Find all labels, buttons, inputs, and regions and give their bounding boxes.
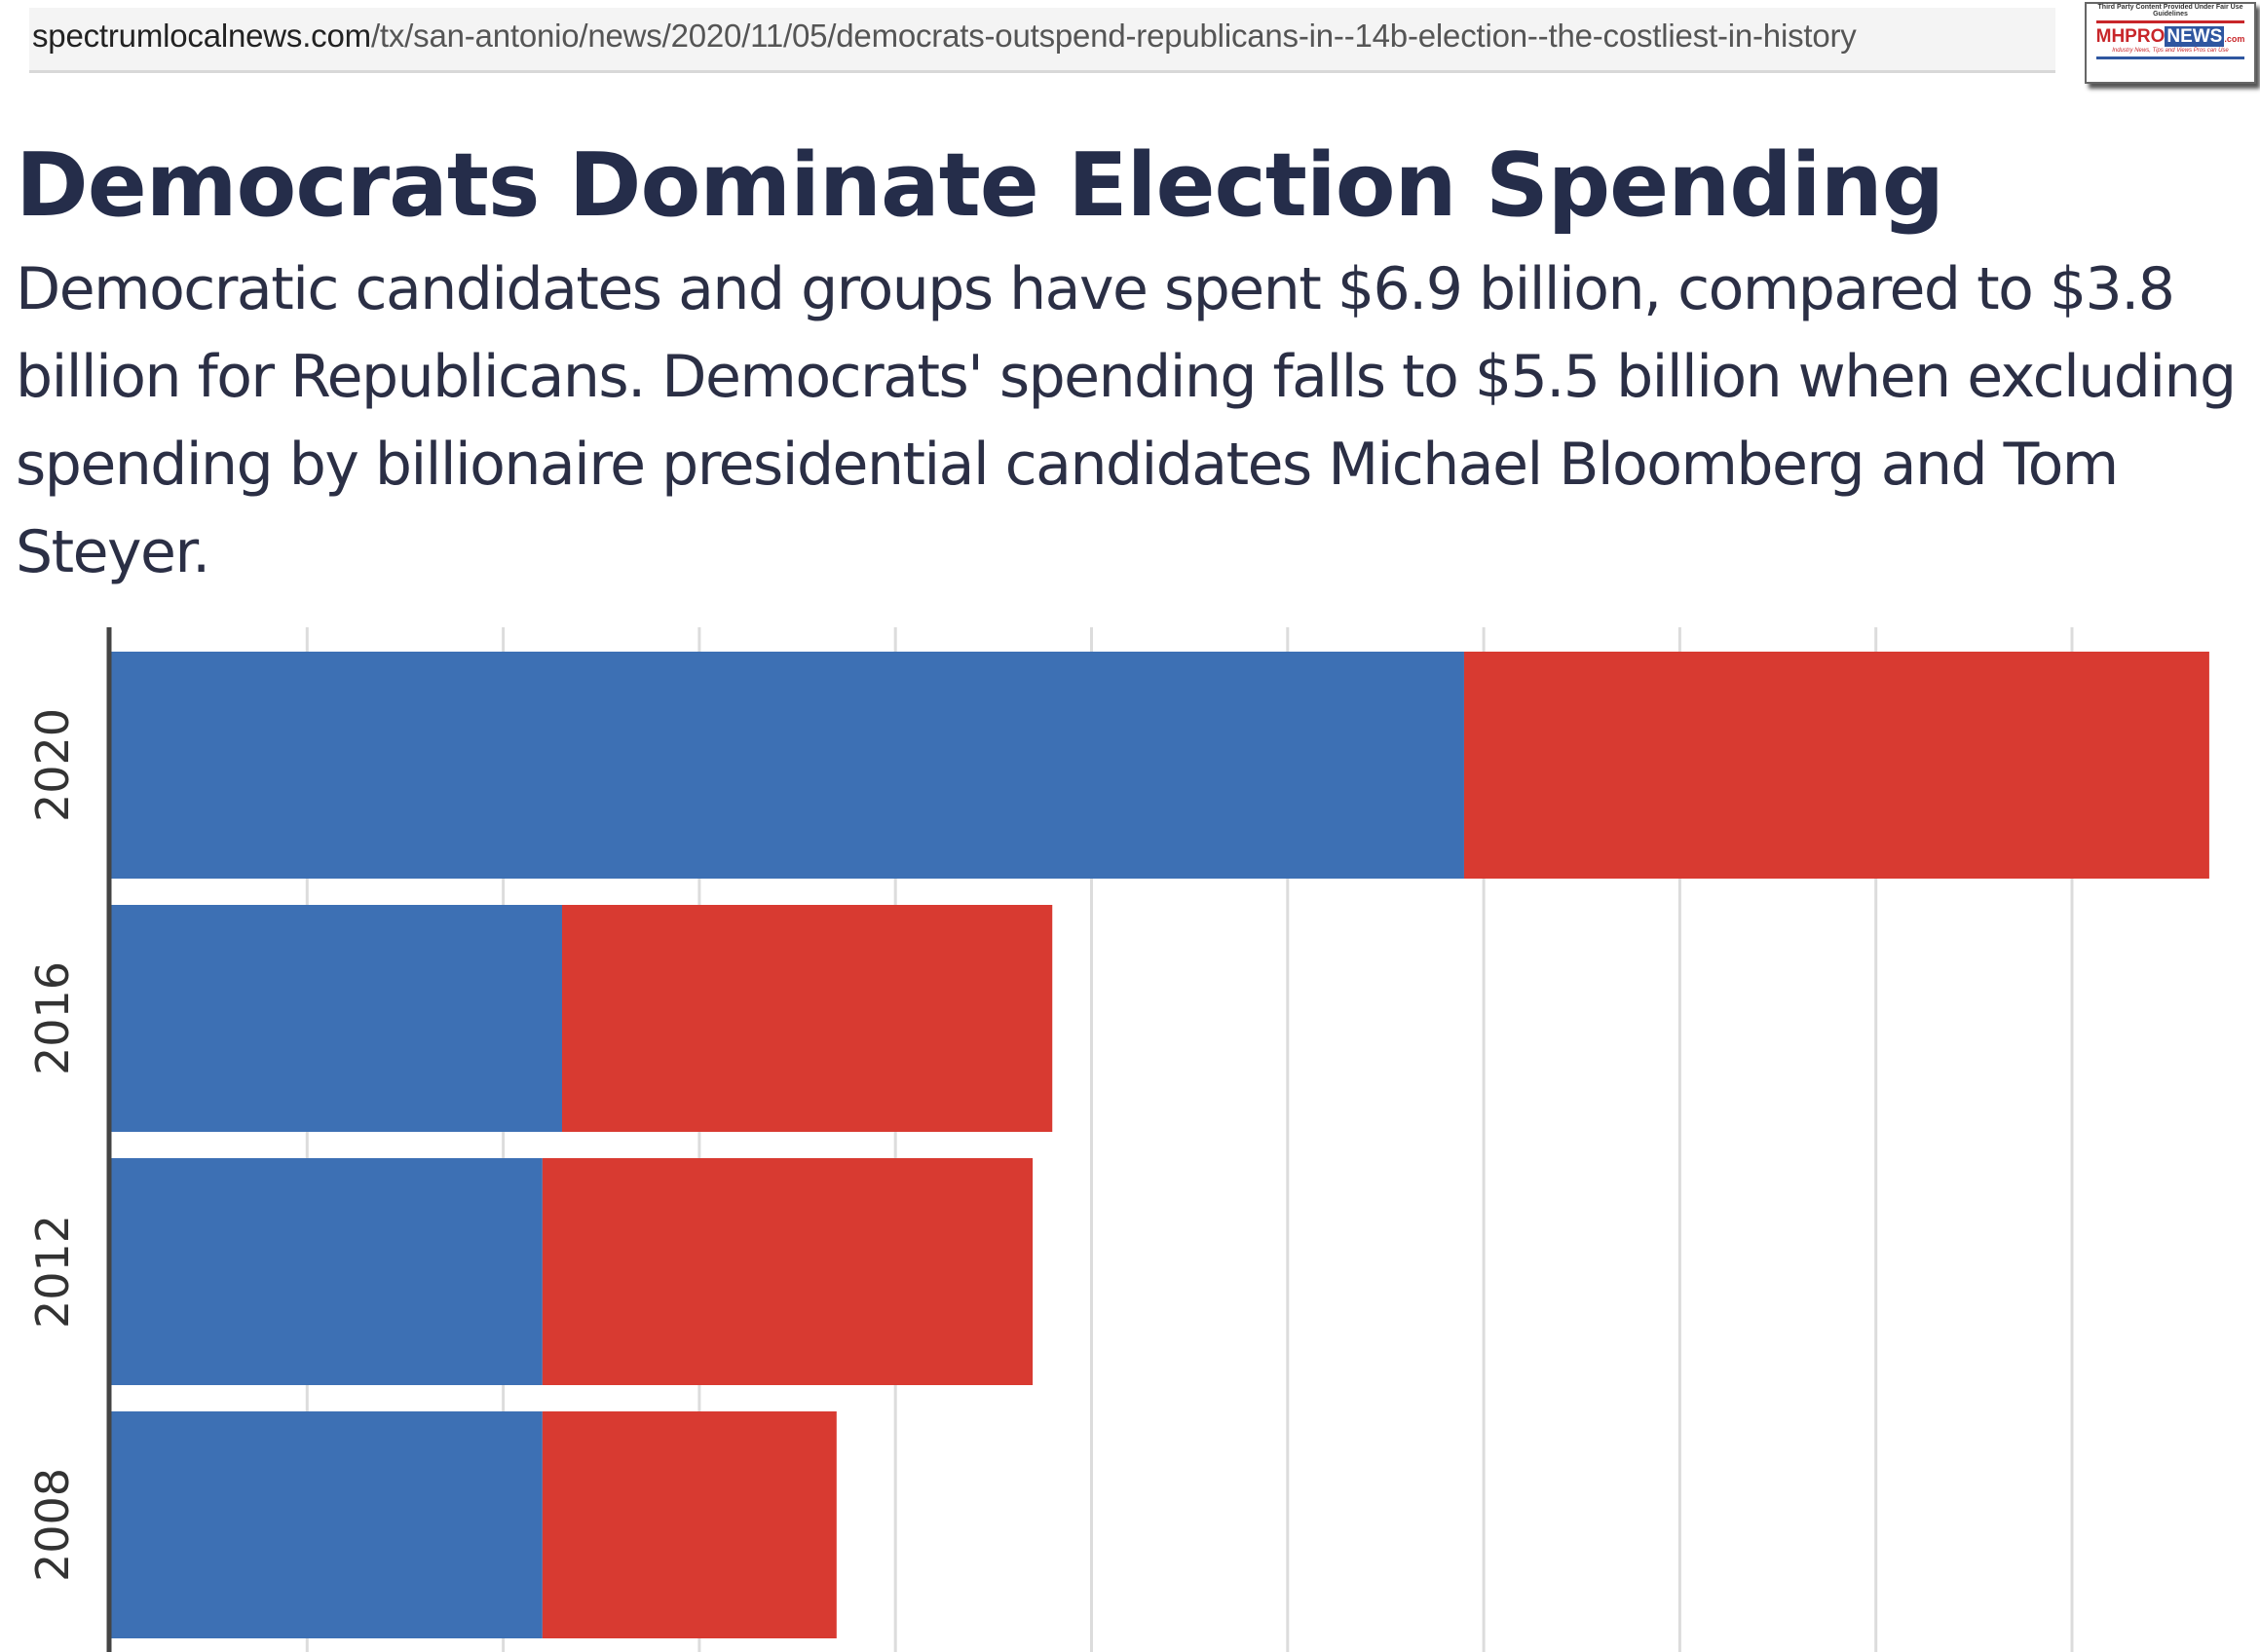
chart-title: Democrats Dominate Election Spending bbox=[16, 134, 1944, 237]
watermark-caption: Third Party Content Provided Under Fair … bbox=[2097, 4, 2243, 18]
logo-blue-rule bbox=[2096, 56, 2244, 59]
url-text[interactable]: spectrumlocalnews.com/tx/san-antonio/new… bbox=[32, 18, 1857, 55]
year-label-2016: 2016 bbox=[26, 961, 79, 1075]
address-bar[interactable]: spectrumlocalnews.com/tx/san-antonio/new… bbox=[29, 8, 2055, 73]
republican-bar-2016 bbox=[561, 905, 1053, 1132]
republican-bar-2020 bbox=[1463, 652, 2209, 879]
republican-bar-2008 bbox=[542, 1411, 837, 1638]
year-label-2012: 2012 bbox=[26, 1215, 79, 1329]
year-label-2020: 2020 bbox=[26, 708, 79, 822]
logo-tagline: Industry News, Tips and Views Pros can U… bbox=[2112, 48, 2229, 54]
chart-subtitle: Democratic candidates and groups have sp… bbox=[16, 255, 2237, 586]
url-domain: spectrumlocalnews.com bbox=[32, 18, 371, 54]
democrat-bar-2012 bbox=[111, 1158, 543, 1385]
republican-bar-2012 bbox=[542, 1158, 1034, 1385]
url-path: /tx/san-antonio/news/2020/11/05/democrat… bbox=[370, 18, 1857, 54]
logo-text: MHPRO NEWS .com bbox=[2095, 26, 2245, 47]
democrat-bar-2008 bbox=[111, 1411, 543, 1638]
year-label-2008: 2008 bbox=[26, 1468, 79, 1582]
democrat-bar-2020 bbox=[111, 652, 1464, 879]
logo-red-rule bbox=[2096, 20, 2244, 23]
stacked-bar-chart: 2020 2016 2012 2008 bbox=[26, 627, 2209, 1652]
democrat-bar-2016 bbox=[111, 905, 562, 1132]
mhpronews-watermark-logo: Third Party Content Provided Under Fair … bbox=[2085, 2, 2256, 84]
